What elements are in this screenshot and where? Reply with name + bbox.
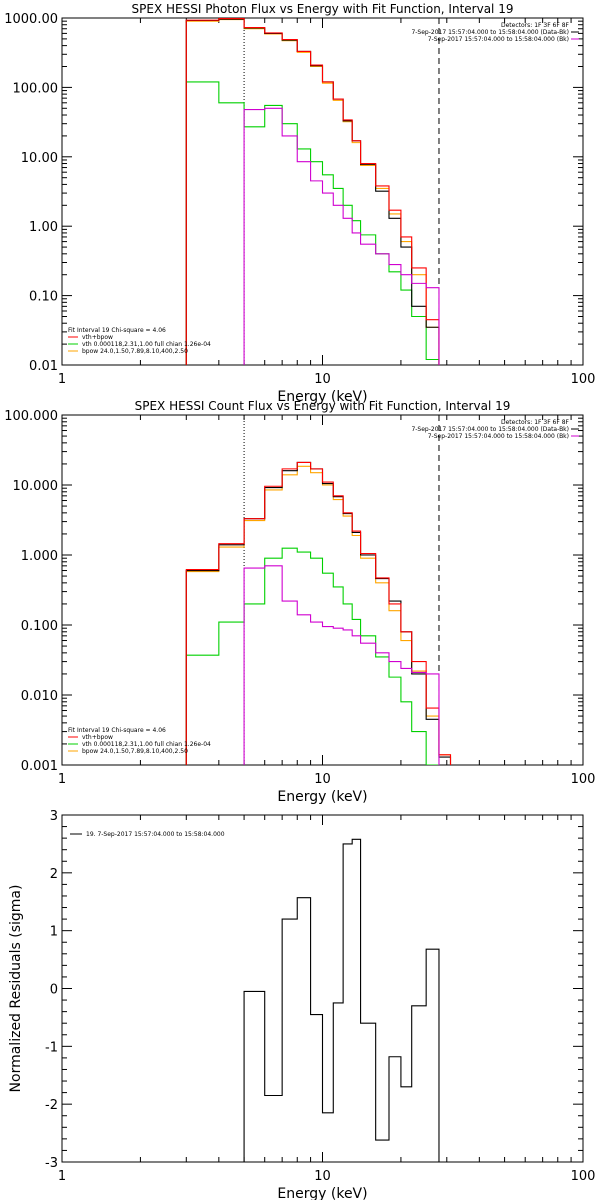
series-data-line	[185, 461, 452, 765]
count-flux-panel: SPEX HESSI Count Flux vs Energy with Fit…	[4, 399, 595, 805]
x-tick-label: 100	[571, 1169, 596, 1184]
series-background-line	[243, 565, 440, 765]
header-info-text: Detectors: 1F 3F 6F 8F	[501, 22, 570, 29]
y-tick-label: 1.000	[21, 549, 58, 564]
legend-entry: vth+bpow	[82, 734, 113, 741]
header-info-text: 7-Sep-2017 15:57:04.000 to 15:58:04.000 …	[428, 36, 569, 43]
x-tick-label: 1	[58, 372, 66, 387]
header-info-text: Detectors: 1F 3F 6F 8F	[501, 419, 570, 426]
x-axis-label: Energy (keV)	[277, 389, 367, 405]
y-tick-label: -3	[45, 1156, 58, 1171]
x-tick-label: 10	[314, 372, 331, 387]
x-axis-label: Energy (keV)	[277, 789, 367, 805]
series-vth-line	[185, 81, 440, 365]
series-background-line	[243, 107, 440, 365]
x-axis-label: Energy (keV)	[277, 1186, 367, 1200]
legend-entry: Fit Interval 19 Chi-square = 4.06	[68, 727, 166, 734]
y-axis-label: Normalized Residuals (sigma)	[8, 885, 24, 1093]
y-tick-label: 3	[50, 809, 58, 824]
y-tick-label: 1000.00	[4, 12, 58, 27]
header-info-text: 7-Sep-2017 15:57:04.000 to 15:58:04.000 …	[411, 29, 569, 36]
y-tick-label: 0.100	[21, 619, 58, 634]
y-tick-label: 0.01	[29, 359, 58, 374]
series-data-line	[185, 18, 440, 365]
plot-area	[243, 838, 440, 1162]
y-tick-label: 1.00	[29, 220, 58, 235]
series-vth-line	[185, 547, 440, 765]
plot-area	[185, 415, 452, 765]
x-tick-label: 1	[58, 1169, 66, 1184]
series-bpow-line	[185, 18, 440, 365]
y-tick-label: -1	[45, 1040, 58, 1055]
y-tick-label: 0.10	[29, 290, 58, 305]
header-info-text: 7-Sep-2017 15:57:04.000 to 15:58:04.000 …	[428, 433, 569, 440]
legend-entry: vth+bpow	[82, 334, 113, 341]
legend-entry: Fit Interval 19 Chi-square = 4.06	[68, 327, 166, 334]
legend-entry: bpow 24.0,1.50,7.89,8.10,400,2.50	[82, 748, 188, 755]
x-tick-label: 10	[314, 1169, 331, 1184]
y-tick-label: 0.010	[21, 689, 58, 704]
series-bpow-line	[185, 465, 452, 765]
series-model-sum-line	[185, 461, 452, 765]
y-tick-label: 10.000	[13, 479, 59, 494]
y-tick-label: 100.000	[4, 409, 58, 424]
x-tick-label: 10	[314, 772, 331, 787]
residuals-panel: Energy (keV) Normalized Residuals (sigma)…	[8, 809, 596, 1202]
y-tick-label: 0.001	[21, 759, 58, 774]
series-data-line	[243, 838, 440, 1162]
legend-entry: bpow 24.0,1.50,7.89,8.10,400,2.50	[82, 348, 188, 355]
chart-title: SPEX HESSI Count Flux vs Energy with Fit…	[135, 399, 511, 413]
photon-flux-panel: SPEX HESSI Photon Flux vs Energy with Fi…	[4, 2, 595, 405]
x-tick-label: 100	[571, 372, 596, 387]
y-tick-label: -2	[45, 1098, 58, 1113]
plot-frame	[61, 414, 584, 766]
legend-entry: 19. 7-Sep-2017 15:57:04.000 to 15:58:04.…	[86, 831, 225, 838]
chart-title: SPEX HESSI Photon Flux vs Energy with Fi…	[132, 2, 514, 16]
y-tick-label: 2	[50, 867, 58, 882]
legend-entry: vth 0.000118,2.31,1.00 full chian 1.26e-…	[82, 341, 211, 348]
y-tick-label: 1	[50, 925, 58, 940]
y-tick-label: 0	[50, 983, 58, 998]
y-tick-label: 10.00	[21, 151, 58, 166]
y-tick-label: 100.00	[13, 81, 59, 96]
x-tick-label: 100	[571, 772, 596, 787]
x-tick-label: 1	[58, 772, 66, 787]
legend-entry: vth 0.000118,2.31,1.00 full chian 1.26e-…	[82, 741, 211, 748]
series-model-sum-line	[185, 18, 440, 365]
plot-area	[185, 18, 440, 365]
header-info-text: 7-Sep-2017 15:57:04.000 to 15:58:04.000 …	[411, 426, 569, 433]
